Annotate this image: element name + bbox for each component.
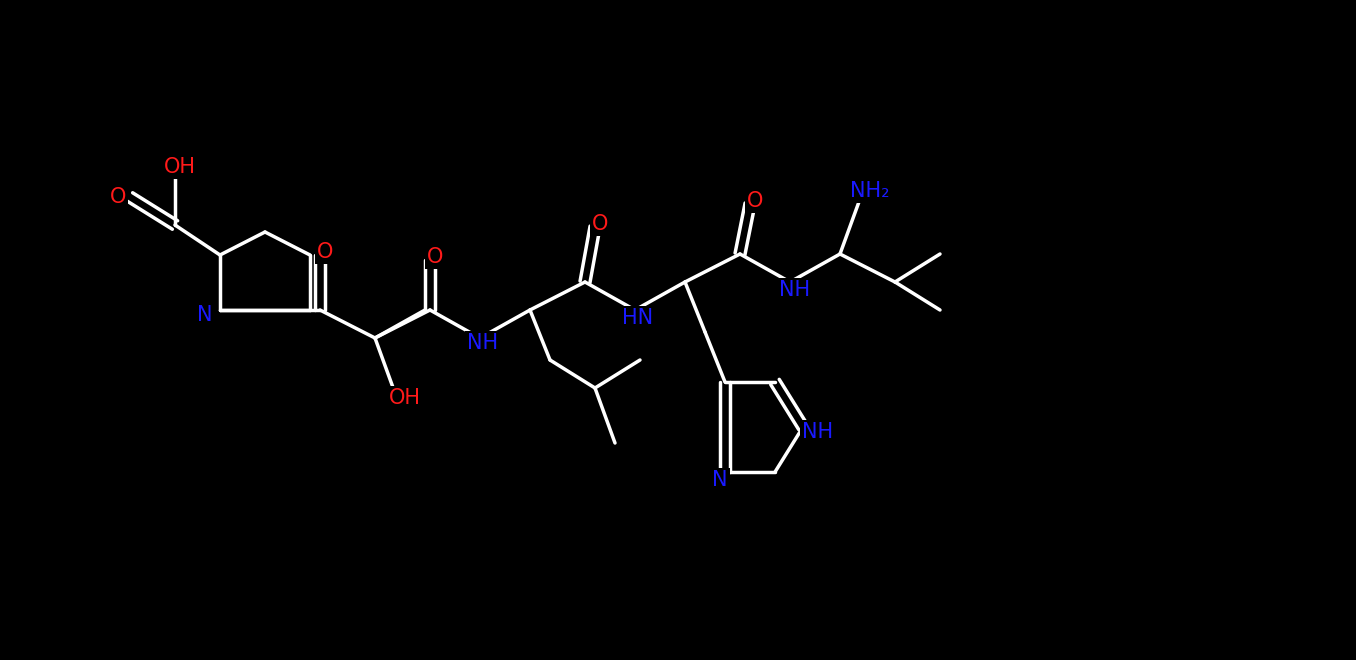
Text: O: O [427, 247, 443, 267]
Text: HN: HN [622, 308, 654, 328]
Text: O: O [591, 214, 609, 234]
Text: NH: NH [803, 422, 834, 442]
Text: OH: OH [389, 388, 420, 408]
Text: OH: OH [164, 157, 197, 177]
Text: O: O [747, 191, 763, 211]
Text: N: N [712, 470, 728, 490]
Text: O: O [110, 187, 126, 207]
Text: O: O [317, 242, 334, 262]
Text: N: N [197, 305, 213, 325]
Text: NH: NH [468, 333, 499, 353]
Text: NH: NH [780, 280, 811, 300]
Text: NH₂: NH₂ [850, 181, 890, 201]
